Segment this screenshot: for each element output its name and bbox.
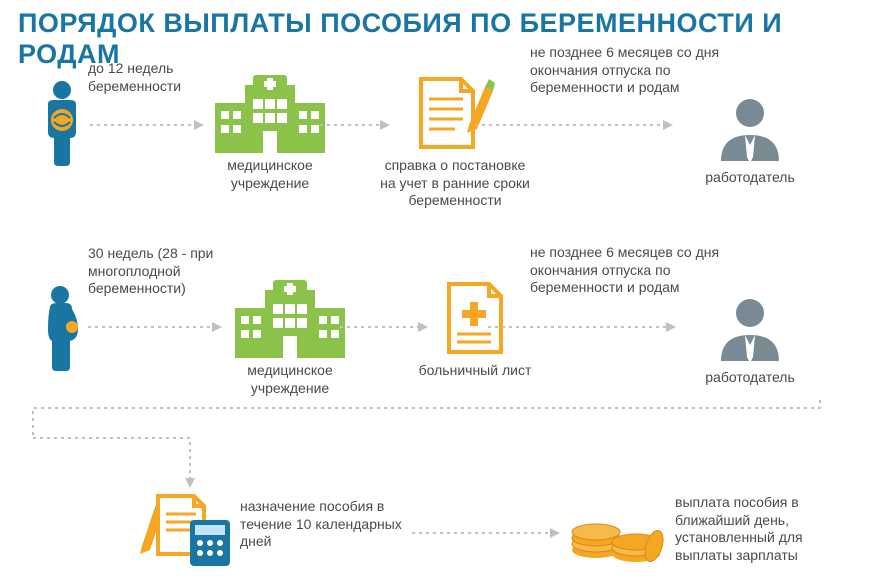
arrow-r1-3 [475, 118, 675, 132]
caption-doc-2: больничный лист [419, 362, 532, 380]
employer-icon [715, 95, 785, 165]
caption-employer-1-top: не позднее 6 месяцев со дня окончания от… [530, 44, 760, 97]
caption-employer-1: работодатель [705, 169, 795, 187]
coins-icon [568, 498, 668, 566]
arrow-r3 [412, 526, 562, 540]
caption-person-1: до 12 недель беременности [88, 60, 198, 95]
caption-person-2: 30 недель (28 - при многоплодной беремен… [88, 245, 238, 298]
pregnant-person-icon [38, 80, 86, 168]
document-pencil-icon [415, 75, 495, 153]
hospital-icon [215, 75, 325, 153]
node-person-1 [38, 80, 86, 168]
caption-calc: назначение пособия в течение 10 календар… [240, 498, 410, 551]
node-person-2 [38, 285, 84, 373]
node-employer-1: работодатель [680, 95, 820, 187]
caption-employer-2-top: не позднее 6 месяцев со дня окончания от… [530, 244, 760, 297]
sick-leave-icon [443, 280, 507, 358]
arrow-r2-2 [340, 320, 430, 334]
node-hospital-1: медицинское учреждение [205, 75, 335, 192]
caption-employer-2: работодатель [705, 369, 795, 387]
node-doc-1: справка о постановке на учет в ранние ср… [375, 75, 535, 210]
node-employer-2: работодатель [680, 295, 820, 387]
caption-doc-1: справка о постановке на учет в ранние ср… [375, 157, 535, 210]
caption-hospital-2: медицинское учреждение [225, 362, 355, 397]
arrow-r1-1 [90, 118, 205, 132]
node-calc [140, 490, 232, 568]
caption-hospital-1: медицинское учреждение [205, 157, 335, 192]
node-coins [568, 498, 668, 566]
hospital-icon [235, 280, 345, 358]
pregnant-person-side-icon [38, 285, 84, 373]
arrow-r2-1 [88, 320, 223, 334]
node-hospital-2: медицинское учреждение [225, 280, 355, 397]
arrow-r1-2 [320, 118, 392, 132]
caption-coins: выплата пособия в ближайший день, устано… [675, 494, 855, 564]
doc-calculator-icon [140, 490, 232, 568]
employer-icon [715, 295, 785, 365]
arrow-r2-3 [488, 320, 678, 334]
